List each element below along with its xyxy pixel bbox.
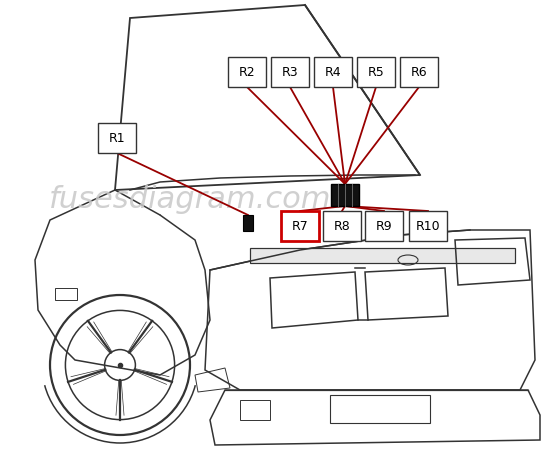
Bar bbox=[331, 184, 359, 206]
Text: fusesdiagram.com: fusesdiagram.com bbox=[49, 185, 332, 214]
Text: R4: R4 bbox=[324, 66, 341, 78]
Bar bbox=[281, 211, 319, 241]
Bar bbox=[409, 211, 447, 241]
Text: R9: R9 bbox=[376, 220, 392, 232]
Bar bbox=[228, 57, 266, 87]
Text: R5: R5 bbox=[368, 66, 384, 78]
Bar bbox=[314, 57, 352, 87]
Text: R10: R10 bbox=[416, 220, 440, 232]
Bar bbox=[357, 57, 395, 87]
Bar bbox=[240, 400, 270, 420]
Text: R1: R1 bbox=[109, 131, 125, 145]
Text: R2: R2 bbox=[239, 66, 255, 78]
Bar bbox=[98, 123, 136, 153]
Bar bbox=[243, 215, 253, 231]
Bar bbox=[271, 57, 309, 87]
Text: R8: R8 bbox=[334, 220, 350, 232]
Bar bbox=[55, 288, 77, 300]
Text: R7: R7 bbox=[292, 220, 309, 232]
Bar bbox=[323, 211, 361, 241]
Text: R6: R6 bbox=[410, 66, 427, 78]
Bar bbox=[330, 395, 430, 423]
Bar bbox=[400, 57, 438, 87]
Bar bbox=[365, 211, 403, 241]
Bar bbox=[250, 248, 515, 263]
Text: R3: R3 bbox=[282, 66, 298, 78]
